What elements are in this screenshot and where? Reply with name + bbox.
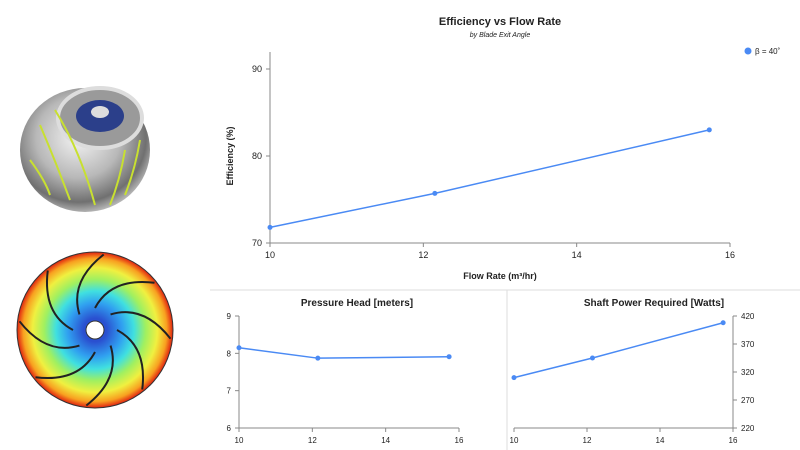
data-point	[446, 354, 452, 360]
chart-title: Pressure Head [meters]	[301, 298, 413, 309]
x-tick-label: 14	[572, 250, 582, 260]
blade-outline	[116, 329, 144, 390]
x-tick-label: 10	[235, 436, 244, 445]
blade-outline	[46, 270, 74, 331]
series-line	[269, 129, 710, 229]
chart-subtitle: by Blade Exit Angle	[470, 32, 531, 39]
efficiency-chart: Efficiency vs Flow Rate by Blade Exit An…	[225, 16, 781, 281]
y-tick-label: 7	[227, 387, 232, 396]
x-tick-label: 12	[583, 436, 592, 445]
chart-title: Efficiency vs Flow Rate	[439, 16, 561, 28]
x-tick-label: 10	[510, 436, 519, 445]
x-tick-label: 14	[656, 436, 665, 445]
y-tick-label: 270	[741, 396, 755, 405]
y-tick-label: 9	[227, 312, 232, 321]
y-tick-label: 420	[741, 312, 755, 321]
y-tick-label: 220	[741, 424, 755, 433]
data-point	[432, 190, 438, 196]
series-line	[513, 321, 724, 379]
blade-outline	[110, 311, 172, 340]
blade-outline	[85, 345, 114, 407]
y-tick-label: 8	[227, 349, 232, 358]
data-point	[236, 345, 242, 351]
data-point	[720, 320, 726, 326]
shaft-power-chart: Shaft Power Required [Watts] 10 12 14 16220…	[510, 298, 755, 445]
legend-marker	[744, 47, 752, 55]
data-point	[315, 355, 321, 361]
y-tick-label: 320	[741, 368, 755, 377]
pressure-head-chart: Pressure Head [meters] 10 12 14 16 6 7 8 9	[227, 298, 464, 445]
legend-label[interactable]: β = 40˚	[755, 47, 781, 56]
data-point	[589, 355, 595, 361]
x-tick-label: 12	[308, 436, 317, 445]
x-tick-label: 16	[725, 250, 735, 260]
y-tick-label: 70	[252, 238, 262, 248]
data-point	[267, 224, 273, 230]
data-point	[511, 375, 517, 381]
x-tick-label: 14	[381, 436, 390, 445]
y-axis-label: Efficiency (%)	[225, 126, 235, 185]
y-tick-label: 80	[252, 151, 262, 161]
blade-outline	[35, 351, 96, 379]
blade-outline	[94, 281, 155, 309]
blade-outline	[76, 253, 105, 315]
x-tick-label: 10	[265, 250, 275, 260]
x-axis-label: Flow Rate (m³/hr)	[463, 271, 537, 281]
blade-outline	[18, 320, 80, 349]
chart-title: Shaft Power Required [Watts]	[584, 298, 724, 309]
x-tick-label: 16	[455, 436, 464, 445]
x-tick-label: 12	[418, 250, 428, 260]
series-line	[238, 346, 450, 359]
impeller-3d-render	[20, 86, 150, 212]
data-point	[706, 127, 712, 133]
impeller-pressure-contour	[16, 251, 174, 409]
x-tick-label: 16	[729, 436, 738, 445]
y-tick-label: 370	[741, 340, 755, 349]
y-tick-label: 6	[227, 424, 232, 433]
y-tick-label: 90	[252, 64, 262, 74]
